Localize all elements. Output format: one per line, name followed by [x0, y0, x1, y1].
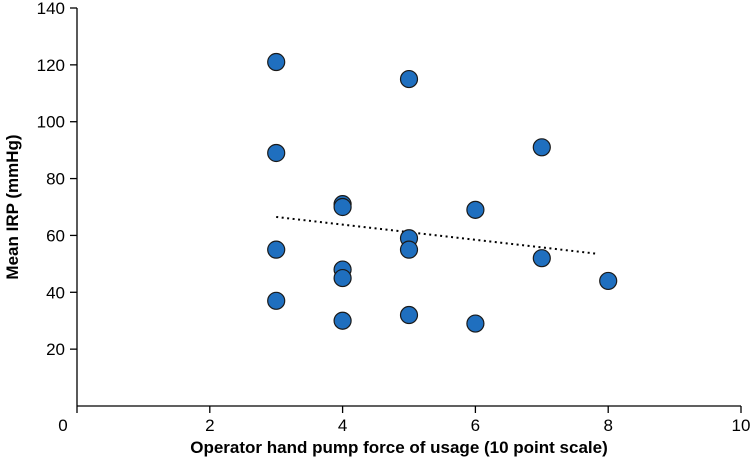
data-point — [466, 200, 485, 219]
data-point — [466, 314, 485, 333]
data-point — [399, 69, 419, 89]
x-axis-title: Operator hand pump force of usage (10 po… — [190, 438, 608, 457]
x-tick-label: 0 — [58, 416, 67, 435]
y-tick-label: 20 — [46, 340, 65, 359]
data-point — [399, 240, 419, 259]
y-tick-label: 120 — [37, 56, 65, 75]
x-tick-label: 8 — [603, 416, 612, 435]
y-ticks: 20 40 60 80 100 120 140 — [37, 0, 77, 359]
trend-line-group — [276, 215, 599, 255]
x-tick-label: 4 — [338, 416, 347, 435]
data-point — [532, 249, 551, 268]
y-tick-label: 80 — [46, 170, 65, 189]
y-axis-title: Mean IRP (mmHg) — [3, 134, 22, 279]
data-point — [333, 197, 352, 217]
data-point — [399, 305, 419, 325]
data-point — [333, 311, 352, 330]
y-tick-label: 100 — [37, 113, 65, 132]
x-tick-label: 6 — [471, 416, 480, 435]
data-point — [333, 268, 352, 288]
y-tick-label: 140 — [37, 0, 65, 18]
data-point — [532, 138, 551, 157]
data-point — [267, 240, 286, 259]
y-tick-label: 60 — [46, 226, 65, 245]
y-tick-label: 40 — [46, 283, 65, 302]
trend-line — [276, 215, 599, 255]
data-points — [267, 52, 618, 333]
data-point — [599, 271, 618, 291]
data-point — [267, 52, 286, 72]
axes — [76, 8, 741, 407]
x-tick-label: 2 — [205, 416, 214, 435]
data-point — [267, 291, 286, 310]
data-point — [267, 143, 286, 163]
x-tick-label: 10 — [732, 416, 751, 435]
x-ticks: 0 2 4 6 8 10 — [58, 406, 750, 435]
